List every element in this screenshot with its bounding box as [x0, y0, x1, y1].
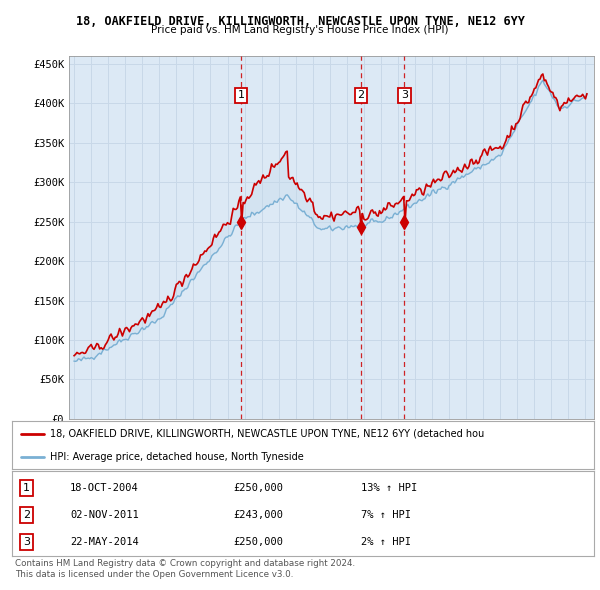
Text: Price paid vs. HM Land Registry's House Price Index (HPI): Price paid vs. HM Land Registry's House … [151, 25, 449, 35]
Text: 13% ↑ HPI: 13% ↑ HPI [361, 483, 418, 493]
Text: 1: 1 [238, 90, 245, 100]
Text: 7% ↑ HPI: 7% ↑ HPI [361, 510, 411, 520]
Text: 18, OAKFIELD DRIVE, KILLINGWORTH, NEWCASTLE UPON TYNE, NE12 6YY: 18, OAKFIELD DRIVE, KILLINGWORTH, NEWCAS… [76, 15, 524, 28]
Text: Contains HM Land Registry data © Crown copyright and database right 2024.
This d: Contains HM Land Registry data © Crown c… [15, 559, 355, 579]
Text: 18-OCT-2004: 18-OCT-2004 [70, 483, 139, 493]
Text: 3: 3 [23, 537, 30, 548]
Text: £250,000: £250,000 [233, 537, 283, 548]
Text: £243,000: £243,000 [233, 510, 283, 520]
Text: 3: 3 [401, 90, 408, 100]
Text: 1: 1 [23, 483, 30, 493]
Text: 2% ↑ HPI: 2% ↑ HPI [361, 537, 411, 548]
Text: 02-NOV-2011: 02-NOV-2011 [70, 510, 139, 520]
Text: 2: 2 [23, 510, 30, 520]
Text: HPI: Average price, detached house, North Tyneside: HPI: Average price, detached house, Nort… [50, 452, 304, 462]
Text: 2: 2 [358, 90, 365, 100]
Text: 22-MAY-2014: 22-MAY-2014 [70, 537, 139, 548]
Text: 18, OAKFIELD DRIVE, KILLINGWORTH, NEWCASTLE UPON TYNE, NE12 6YY (detached hou: 18, OAKFIELD DRIVE, KILLINGWORTH, NEWCAS… [50, 429, 484, 439]
Text: £250,000: £250,000 [233, 483, 283, 493]
